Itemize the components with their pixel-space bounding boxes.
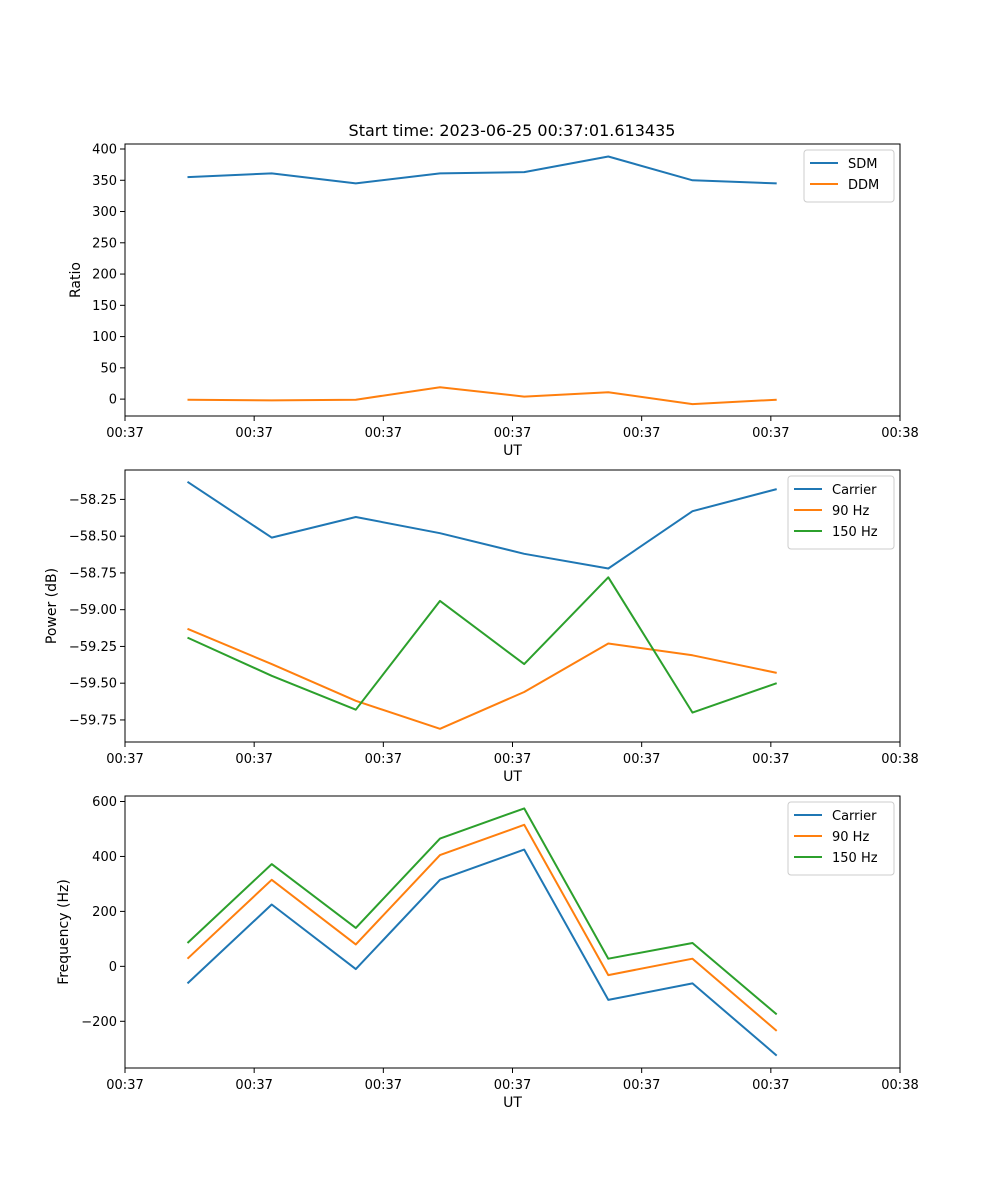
- ratio-y-axis-label: Ratio: [68, 262, 84, 298]
- power-x-tick-label: 00:38: [881, 752, 918, 767]
- ratio-legend: SDM DDM: [803, 149, 895, 203]
- power-series-line-0: [186, 480, 777, 570]
- power-panel: 00:37 00:37 00:37 00:37 00:37 00:37 00:38 −59.7…: [44, 469, 919, 785]
- power-y-tick-label: −58.75: [69, 566, 117, 581]
- ratio-y-tick-label: 150: [92, 299, 117, 314]
- power-y-tick-label: −59.25: [69, 640, 117, 655]
- power-legend-label: Carrier: [832, 483, 877, 498]
- frequency-x-axis-label: UT: [503, 1095, 522, 1111]
- frequency-x-tick-label: 00:37: [106, 1078, 143, 1093]
- ratio-legend-label: DDM: [848, 178, 879, 193]
- frequency-x-tick-label: 00:37: [365, 1078, 402, 1093]
- ratio-y-tick-label: 250: [92, 236, 117, 251]
- ratio-x-axis-label: UT: [503, 443, 522, 459]
- power-x-tick-label: 00:37: [623, 752, 660, 767]
- ratio-y-tick-label: 100: [92, 330, 117, 345]
- ratio-y-tick-label: 0: [109, 393, 117, 408]
- power-series-line-1: [187, 627, 777, 730]
- frequency-x-tick-label: 00:38: [881, 1078, 918, 1093]
- ratio-x-tick-label: 00:37: [106, 426, 143, 441]
- power-x-axis-label: UT: [503, 769, 522, 785]
- frequency-x-tick-label: 00:37: [623, 1078, 660, 1093]
- power-x-tick-label: 00:37: [494, 752, 531, 767]
- power-x-tick-label: 00:37: [106, 752, 143, 767]
- ratio-series-line-1: [187, 386, 777, 406]
- frequency-legend-label: Carrier: [832, 809, 877, 824]
- frequency-legend-label: 90 Hz: [832, 830, 869, 845]
- ratio-x-tick-label: 00:37: [752, 426, 789, 441]
- power-y-tick-label: −58.25: [69, 493, 117, 508]
- frequency-legend-label: 150 Hz: [832, 851, 878, 866]
- frequency-panel: 00:37 00:37 00:37 00:37 00:37 00:37 00:38 −200 0…: [56, 795, 919, 1111]
- frequency-y-axis-label: Frequency (Hz): [56, 879, 72, 985]
- ratio-x-tick-label: 00:37: [365, 426, 402, 441]
- ratio-y-tick-label: 350: [92, 174, 117, 189]
- ratio-y-tick-label: 200: [92, 268, 117, 283]
- power-legend-label: 150 Hz: [832, 525, 878, 540]
- frequency-y-tick-label: 600: [92, 795, 117, 810]
- power-x-tick-label: 00:37: [752, 752, 789, 767]
- frequency-x-tick-label: 00:37: [752, 1078, 789, 1093]
- frequency-y-tick-label: 200: [92, 905, 117, 920]
- power-y-axis-label: Power (dB): [44, 568, 60, 644]
- ratio-series-line-0: [187, 155, 777, 185]
- ratio-panel: 00:37 00:37 00:37 00:37 00:37 00:37 00:38 0 50 10…: [68, 143, 919, 459]
- frequency-x-tick-label: 00:37: [494, 1078, 531, 1093]
- chart-title: Start time: 2023-06-25 00:37:01.613435: [349, 121, 676, 140]
- frequency-series-line-0: [186, 848, 778, 1057]
- power-x-tick-label: 00:37: [365, 752, 402, 767]
- power-series-line-2: [187, 576, 778, 714]
- frequency-y-tick-label: 400: [92, 850, 117, 865]
- frequency-series-line-2: [186, 807, 778, 1016]
- frequency-legend: Carrier 90 Hz 150 Hz: [787, 801, 895, 876]
- power-y-tick-label: −58.50: [69, 530, 117, 545]
- power-legend: Carrier 90 Hz 150 Hz: [787, 475, 895, 550]
- ratio-x-tick-label: 00:38: [881, 426, 918, 441]
- ratio-x-tick-label: 00:37: [623, 426, 660, 441]
- power-y-tick-label: −59.75: [69, 713, 117, 728]
- frequency-y-tick-label: 0: [109, 960, 117, 975]
- ratio-y-tick-label: 50: [100, 361, 117, 376]
- frequency-y-tick-label: −200: [81, 1015, 117, 1030]
- power-legend-label: 90 Hz: [832, 504, 869, 519]
- power-y-tick-label: −59.50: [69, 677, 117, 692]
- power-y-tick-label: −59.00: [69, 603, 117, 618]
- ratio-legend-label: SDM: [848, 157, 877, 172]
- ratio-y-tick-label: 400: [92, 143, 117, 158]
- ratio-y-tick-label: 300: [92, 205, 117, 220]
- power-x-tick-label: 00:37: [235, 752, 272, 767]
- frequency-x-tick-label: 00:37: [235, 1078, 272, 1093]
- ratio-x-tick-label: 00:37: [235, 426, 272, 441]
- ratio-x-tick-label: 00:37: [494, 426, 531, 441]
- frequency-series-line-1: [186, 823, 778, 1032]
